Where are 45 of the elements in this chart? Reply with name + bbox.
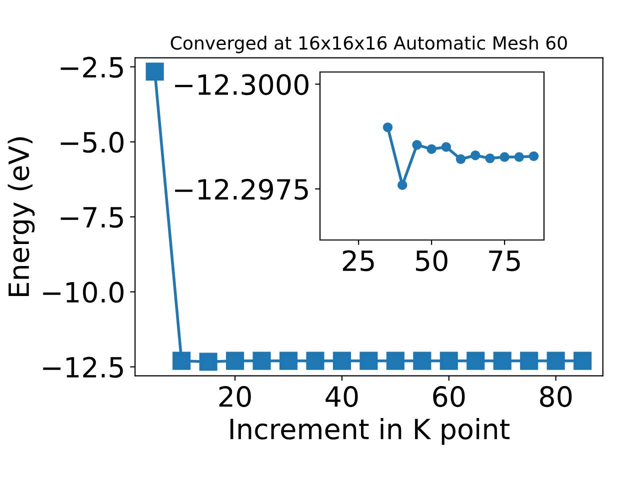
- point: [252, 352, 271, 370]
- point: [440, 352, 458, 370]
- y-tick-label: −7.5: [60, 207, 123, 228]
- y-tick-label: −12.5: [43, 356, 123, 378]
- y-tick-label: −12.2975: [175, 178, 308, 200]
- x-tick-label: 40: [326, 386, 358, 408]
- x-tick-label: 50: [416, 250, 448, 272]
- point: [146, 62, 164, 81]
- x-axis-title: Increment in K point: [230, 418, 510, 445]
- point: [466, 352, 485, 370]
- point: [441, 142, 452, 152]
- point: [456, 154, 466, 164]
- point: [199, 352, 218, 371]
- point: [500, 152, 510, 162]
- x-tick-label: 75: [489, 250, 520, 272]
- point: [382, 122, 393, 132]
- point: [514, 152, 524, 162]
- point: [279, 352, 298, 370]
- point: [485, 153, 495, 164]
- point: [528, 151, 539, 162]
- point: [574, 352, 592, 370]
- point: [520, 352, 538, 370]
- point: [413, 352, 432, 370]
- point: [412, 140, 422, 150]
- y-tick-label: −2.5: [60, 56, 123, 78]
- chart-title: Converged at 16x16x16 Automatic Mesh 60: [170, 36, 567, 54]
- x-tick-label: 25: [342, 250, 374, 272]
- x-tick-label: 60: [433, 386, 465, 408]
- point: [493, 352, 512, 370]
- point: [332, 352, 351, 370]
- point: [397, 180, 408, 190]
- point: [426, 144, 436, 154]
- x-tick-label: 20: [219, 386, 251, 408]
- y-tick-label: −10.0: [43, 282, 124, 303]
- point: [306, 352, 324, 370]
- x-tick-label: 80: [540, 386, 572, 408]
- point: [470, 150, 480, 160]
- y-axis-title: Energy (eV): [8, 137, 35, 296]
- point: [546, 352, 565, 370]
- point: [226, 352, 244, 370]
- point: [386, 352, 404, 370]
- y-tick-label: −5.0: [60, 132, 124, 153]
- y-tick-label: −12.3000: [175, 74, 308, 96]
- point: [172, 352, 191, 370]
- point: [360, 352, 378, 370]
